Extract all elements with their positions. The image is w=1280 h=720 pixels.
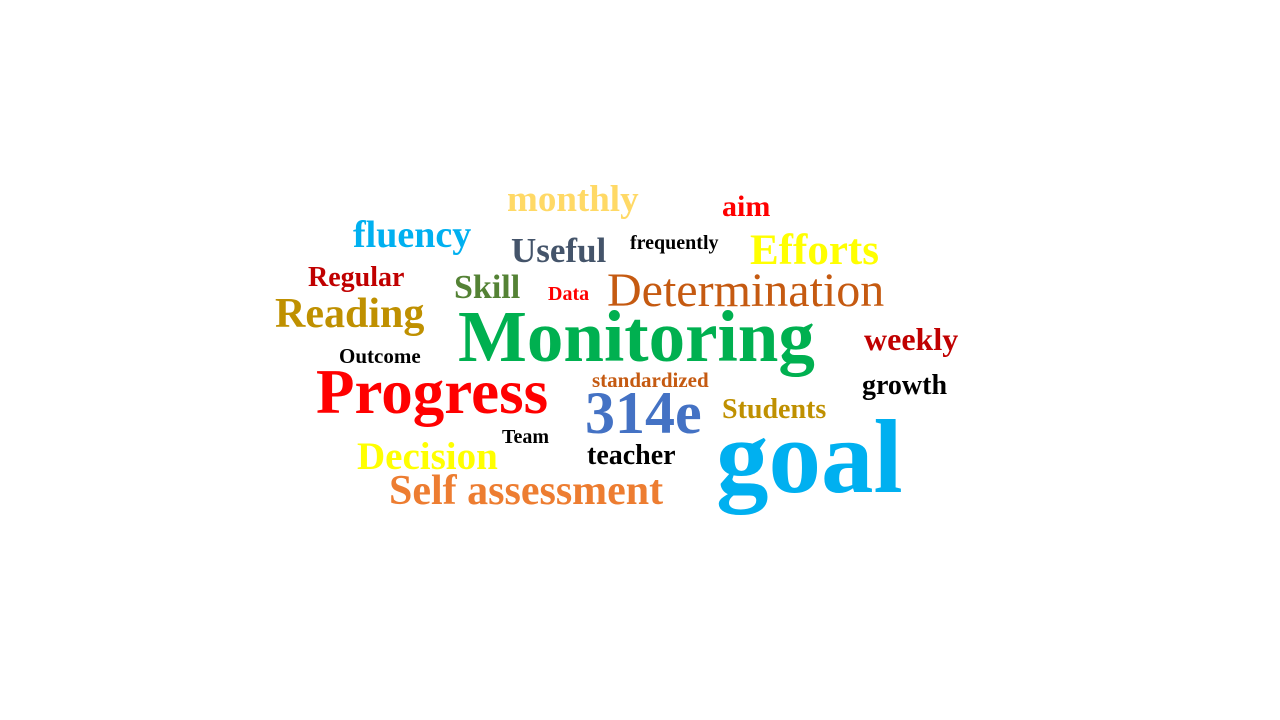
word-skill: Skill	[454, 269, 521, 306]
word-314e: 314e	[585, 380, 702, 446]
word-goal: goal	[716, 398, 903, 515]
word-aim: aim	[722, 190, 771, 223]
word-reading: Reading	[275, 291, 425, 337]
word-decision: Decision	[357, 435, 498, 478]
word-monthly: monthly	[507, 179, 639, 220]
word-self-assessment: Self assessment	[389, 468, 664, 514]
word-regular: Regular	[308, 262, 405, 293]
word-progress: Progress	[316, 357, 549, 427]
word-fluency: fluency	[353, 214, 472, 256]
word-growth: growth	[862, 370, 948, 401]
word-weekly: weekly	[864, 321, 959, 357]
word-students: Students	[722, 394, 827, 425]
word-efforts: Efforts	[750, 227, 879, 274]
word-useful: Useful	[511, 231, 607, 270]
word-frequently: frequently	[630, 232, 719, 254]
word-team: Team	[502, 426, 550, 448]
word-outcome: Outcome	[339, 344, 421, 368]
word-monitoring: Monitoring	[458, 296, 815, 377]
word-teacher: teacher	[587, 440, 676, 471]
word-data: Data	[548, 283, 590, 305]
word-determination: Determination	[607, 264, 885, 317]
word-standardized: standardized	[592, 368, 709, 392]
